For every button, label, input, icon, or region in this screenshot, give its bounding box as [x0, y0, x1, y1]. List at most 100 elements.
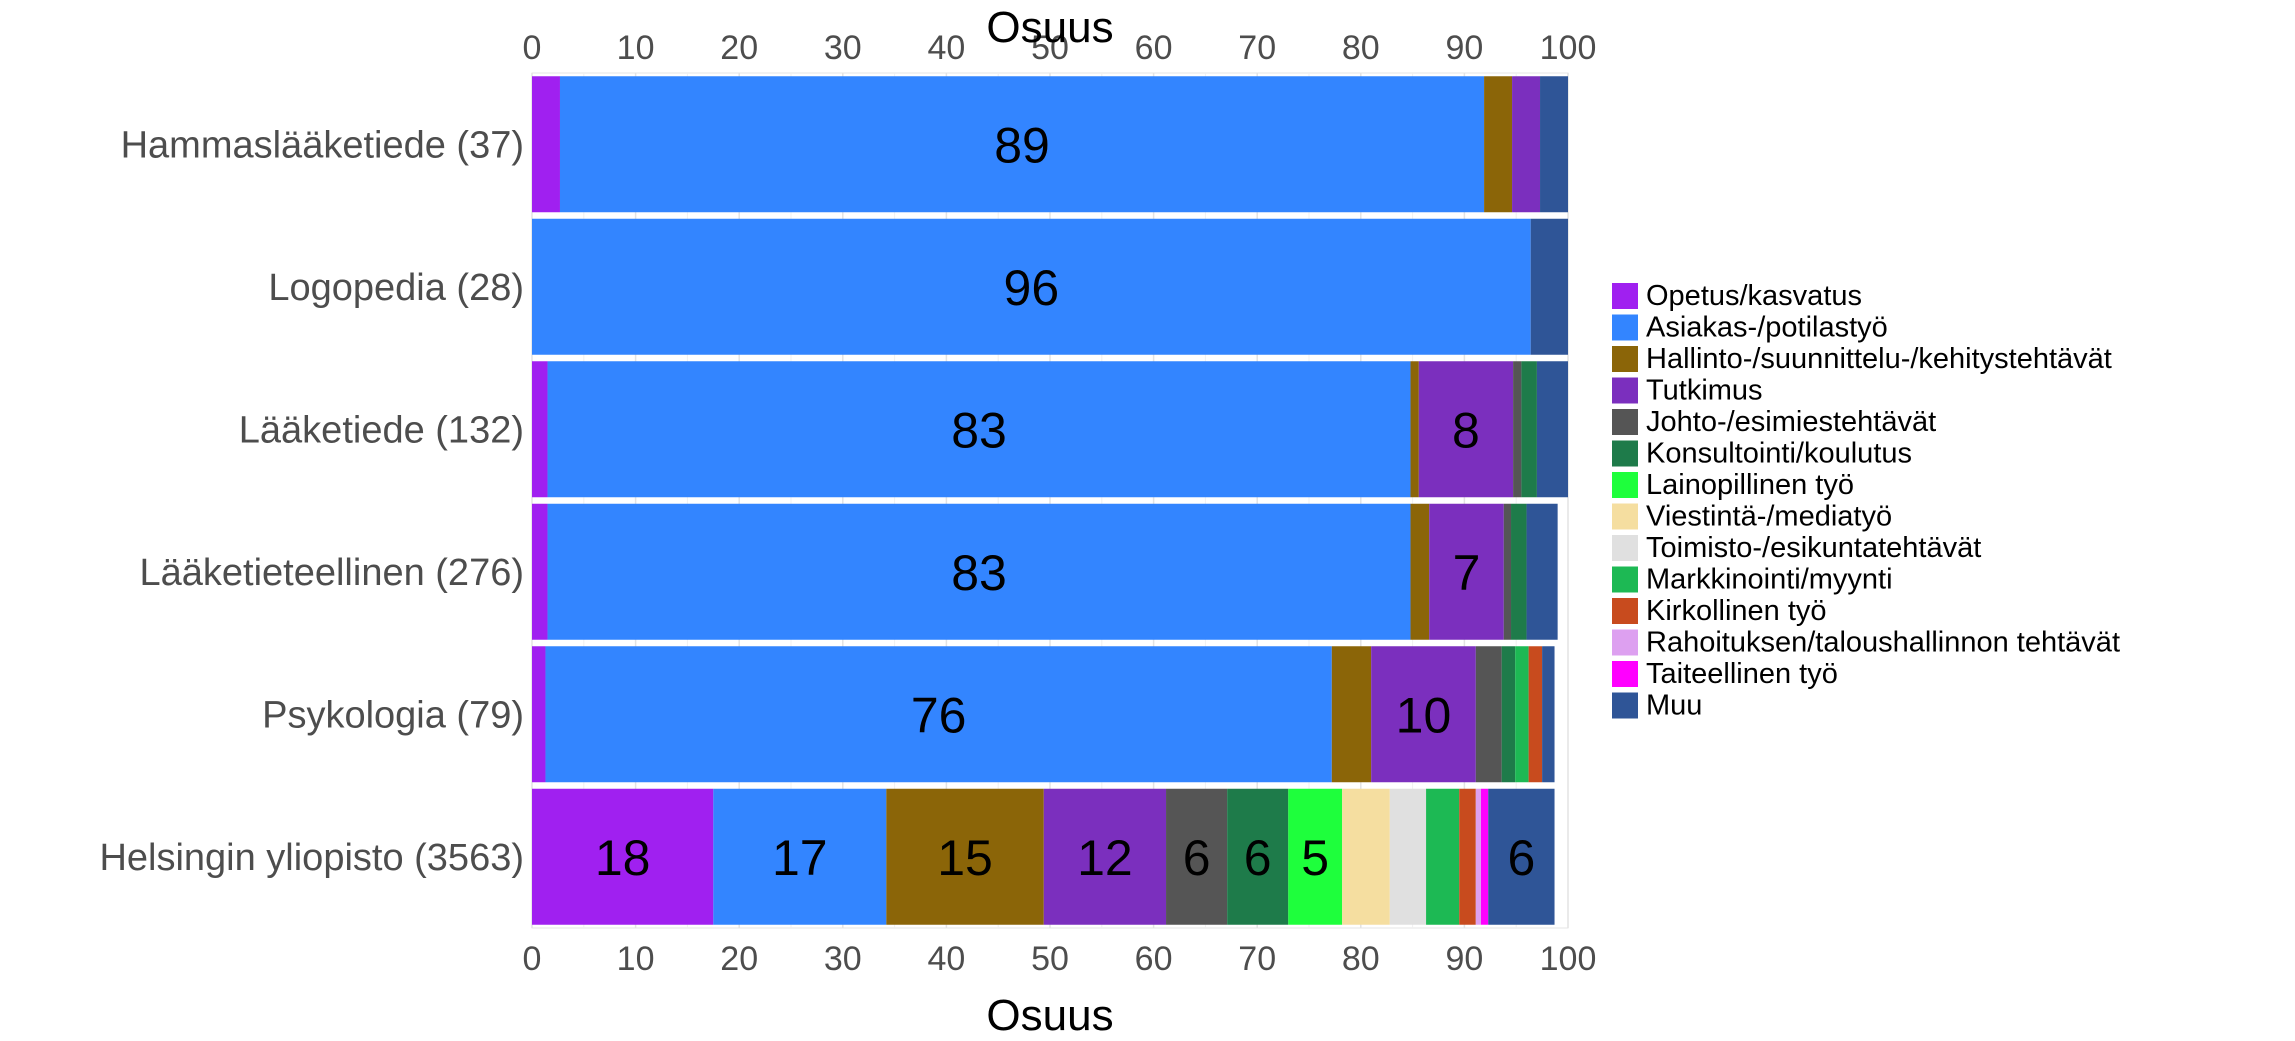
legend-swatch-asiakas-potilastyo: [1612, 314, 1638, 341]
bar-asiakas-potilastyo: [559, 76, 1485, 213]
x-tick-label-bottom: 80: [1342, 940, 1380, 978]
legend-swatch-opetus-kasvatus: [1612, 283, 1638, 309]
legend-label: Konsultointi/koulutus: [1646, 438, 1912, 470]
bar-muu: [1542, 646, 1555, 783]
bar-tutkimus: [1512, 76, 1541, 213]
data-label: 15: [937, 830, 993, 886]
x-tick-label-bottom: 90: [1445, 940, 1483, 978]
legend-swatch-kirkollinen-tyo: [1612, 598, 1638, 624]
data-label: 83: [951, 402, 1007, 458]
bar-asiakas-potilastyo: [713, 788, 887, 925]
x-tick-label-bottom: 10: [617, 940, 655, 978]
bar-hallinto-suunnittelu-kehitystehtavat: [1484, 76, 1513, 213]
data-label: 18: [595, 830, 651, 886]
bar-asiakas-potilastyo: [547, 361, 1411, 498]
bar-johto-esimiestehtavat: [1475, 646, 1502, 783]
bar-hallinto-suunnittelu-kehitystehtavat: [1410, 361, 1419, 498]
bar-hallinto-suunnittelu-kehitystehtavat: [1331, 646, 1372, 783]
category-label: Logopedia (28): [268, 267, 524, 309]
bar-opetus-kasvatus: [532, 361, 548, 498]
x-axis-ticks: 0 0 10 10 20 20 30 30 40 40 50 50 60 60 70 70 80 80 90 90 10…: [523, 29, 1597, 978]
x-tick-label-top: 10: [617, 29, 655, 67]
bar-konsultointi-koulutus: [1501, 646, 1516, 783]
x-tick-label-bottom: 0: [523, 940, 542, 978]
category-label: Lääketiede (132): [239, 409, 524, 451]
bar-johto-esimiestehtavat: [1513, 361, 1522, 498]
bar-kirkollinen-tyo: [1459, 788, 1476, 925]
bar-lainopillinen-tyo: [1288, 788, 1343, 925]
bar-opetus-kasvatus: [532, 646, 546, 783]
legend-swatch-markkinointi-myynti: [1612, 566, 1638, 593]
bar-opetus-kasvatus: [532, 788, 714, 925]
x-tick-label-top: 50: [1031, 29, 1069, 67]
legend-label: Lainopillinen työ: [1646, 469, 1854, 501]
category-label: Hammaslääketiede (37): [121, 124, 524, 166]
bar-muu: [1530, 218, 1568, 355]
bar-muu: [1540, 76, 1568, 213]
data-label: 17: [772, 830, 828, 886]
legend-swatch-hallinto-suunnittelu-kehitystehtavat: [1612, 346, 1638, 372]
category-label: Helsingin yliopisto (3563): [99, 837, 524, 879]
legend-label: Toimisto-/esikuntatehtävät: [1646, 532, 1981, 564]
x-tick-label-top: 100: [1540, 29, 1597, 67]
bar-muu: [1536, 361, 1568, 498]
bar-rahoituksen-taloushallinnon-tehtavat: [1475, 788, 1481, 925]
x-tick-label-top: 60: [1135, 29, 1173, 67]
x-tick-label-top: 40: [927, 29, 965, 67]
bar-toimisto-esikuntatehtavat: [1389, 788, 1427, 925]
bars: [532, 76, 1568, 925]
bar-tutkimus: [1429, 503, 1504, 640]
x-tick-label-top: 20: [720, 29, 758, 67]
bar-viestinta-mediatyo: [1342, 788, 1390, 925]
x-tick-label-bottom: 50: [1031, 940, 1069, 978]
bar-johto-esimiestehtavat: [1166, 788, 1228, 925]
legend-label: Kirkollinen työ: [1646, 595, 1827, 627]
bar-kirkollinen-tyo: [1528, 646, 1543, 783]
legend-label: Markkinointi/myynti: [1646, 564, 1893, 596]
legend-label: Rahoituksen/taloushallinnon tehtävät: [1646, 627, 2120, 659]
bar-asiakas-potilastyo: [532, 218, 1531, 355]
legend-label: Tutkimus: [1646, 375, 1763, 407]
x-axis-title-top: Osuus: [986, 3, 1113, 52]
x-tick-label-bottom: 100: [1540, 940, 1597, 978]
bar-markkinointi-myynti: [1515, 646, 1529, 783]
legend-label: Hallinto-/suunnittelu-/kehitystehtävät: [1646, 343, 2112, 375]
legend-swatch-taiteellinen-tyo: [1612, 661, 1638, 687]
bar-tutkimus: [1371, 646, 1476, 783]
category-label: Psykologia (79): [262, 694, 524, 736]
x-tick-label-bottom: 70: [1238, 940, 1276, 978]
legend-label: Taiteellinen työ: [1646, 658, 1838, 690]
bar-tutkimus: [1418, 361, 1514, 498]
legend-swatch-rahoituksen-taloushallinnon-tehtavat: [1612, 629, 1638, 656]
bar-markkinointi-myynti: [1426, 788, 1460, 925]
x-tick-label-bottom: 30: [824, 940, 862, 978]
data-label: 76: [911, 687, 967, 743]
legend-swatch-viestinta-mediatyo: [1612, 503, 1638, 530]
data-label: 8: [1452, 402, 1480, 458]
bar-asiakas-potilastyo: [545, 646, 1332, 783]
bar-muu: [1488, 788, 1555, 925]
x-tick-label-top: 80: [1342, 29, 1380, 67]
bar-hallinto-suunnittelu-kehitystehtavat: [886, 788, 1044, 925]
x-tick-label-bottom: 40: [927, 940, 965, 978]
legend-label: Opetus/kasvatus: [1646, 280, 1862, 312]
bar-opetus-kasvatus: [532, 76, 560, 213]
bar-asiakas-potilastyo: [547, 503, 1411, 640]
x-tick-label-top: 70: [1238, 29, 1276, 67]
bar-opetus-kasvatus: [532, 503, 548, 640]
x-tick-label-top: 30: [824, 29, 862, 67]
legend-swatch-tutkimus: [1612, 377, 1638, 404]
legend-label: Muu: [1646, 690, 1702, 722]
bar-muu: [1526, 503, 1558, 640]
data-label: 12: [1077, 830, 1133, 886]
data-label: 96: [1004, 260, 1060, 316]
bar-taiteellinen-tyo: [1480, 788, 1489, 925]
data-label: 6: [1183, 830, 1211, 886]
legend-label: Viestintä-/mediatyö: [1646, 501, 1892, 533]
bar-johto-esimiestehtavat: [1503, 503, 1512, 640]
bar-tutkimus: [1043, 788, 1167, 925]
legend: Opetus/kasvatusAsiakas-/potilastyöHallin…: [1612, 280, 2120, 722]
legend-swatch-konsultointi-koulutus: [1612, 440, 1638, 467]
